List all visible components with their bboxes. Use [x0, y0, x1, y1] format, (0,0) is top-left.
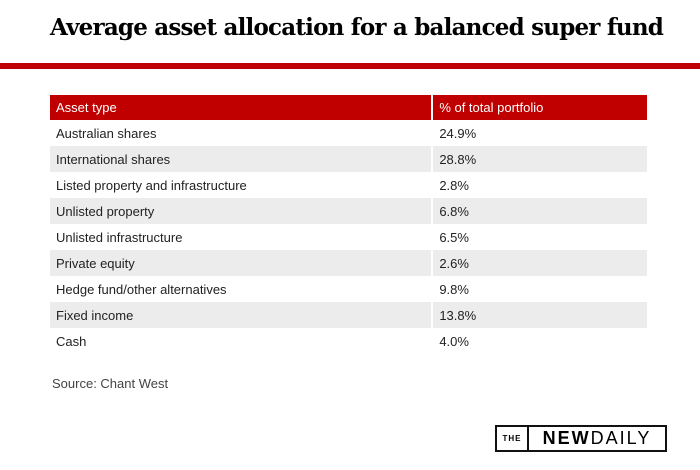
source-note: Source: Chant West	[52, 376, 169, 391]
logo-new: NEW	[542, 428, 591, 448]
percent-cell: 13.8%	[431, 302, 647, 328]
asset-type-cell: Private equity	[50, 250, 433, 276]
percent-cell: 28.8%	[431, 146, 647, 172]
table-header-row: Asset type % of total portfolio	[50, 95, 647, 120]
asset-type-cell: Listed property and infrastructure	[56, 177, 247, 193]
percent-cell: 9.8%	[431, 276, 647, 302]
logo-daily: DAILY	[590, 428, 652, 448]
table-row: Listed property and infrastructure 2.8%	[50, 172, 647, 198]
table-row: Australian shares 24.9%	[50, 120, 647, 146]
logo-wordmark: NEW DAILY	[529, 427, 665, 450]
asset-allocation-table: Asset type % of total portfolio Australi…	[50, 95, 647, 354]
table-row: International shares 28.8%	[50, 146, 647, 172]
newdaily-logo: THE NEW DAILY	[495, 425, 667, 452]
asset-type-cell: Cash	[56, 333, 87, 349]
percent-cell: 4.0%	[431, 328, 647, 354]
asset-type-cell: Australian shares	[56, 125, 157, 141]
page-title: Average asset allocation for a balanced …	[50, 14, 664, 41]
asset-type-cell: International shares	[50, 146, 433, 172]
percent-cell: 6.8%	[431, 198, 647, 224]
table-row: Cash 4.0%	[50, 328, 647, 354]
column-header-percent: % of total portfolio	[431, 95, 647, 120]
table-row: Unlisted property 6.8%	[50, 198, 647, 224]
percent-cell: 24.9%	[431, 120, 647, 146]
asset-type-cell: Unlisted property	[50, 198, 433, 224]
asset-type-cell: Fixed income	[50, 302, 433, 328]
percent-cell: 6.5%	[431, 224, 647, 250]
table-row: Fixed income 13.8%	[50, 302, 647, 328]
logo-the: THE	[497, 427, 529, 450]
table-row: Hedge fund/other alternatives 9.8%	[50, 276, 647, 302]
title-divider	[0, 63, 700, 69]
table-row: Unlisted infrastructure 6.5%	[50, 224, 647, 250]
column-header-asset-type: Asset type	[50, 95, 433, 120]
percent-cell: 2.6%	[431, 250, 647, 276]
asset-type-cell: Unlisted infrastructure	[56, 229, 183, 245]
percent-cell: 2.8%	[431, 172, 647, 198]
table-row: Private equity 2.6%	[50, 250, 647, 276]
asset-type-cell: Hedge fund/other alternatives	[56, 281, 227, 297]
